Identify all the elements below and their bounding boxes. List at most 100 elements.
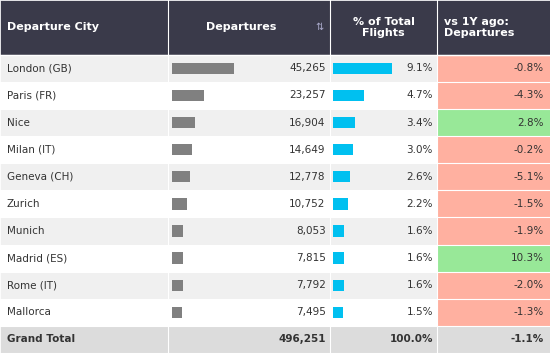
- Text: ⇅: ⇅: [315, 22, 323, 32]
- Bar: [168, 217, 330, 245]
- Text: 1.5%: 1.5%: [406, 307, 433, 317]
- Bar: [333, 225, 344, 237]
- Text: 3.4%: 3.4%: [406, 118, 433, 127]
- Bar: [330, 82, 437, 109]
- Text: 8,053: 8,053: [296, 226, 326, 236]
- Bar: [172, 117, 195, 128]
- Bar: [437, 82, 550, 109]
- Text: Mallorca: Mallorca: [7, 307, 51, 317]
- Text: Grand Total: Grand Total: [7, 334, 75, 345]
- Bar: [437, 190, 550, 217]
- Bar: [0, 0, 168, 55]
- Text: -5.1%: -5.1%: [513, 172, 543, 182]
- Bar: [168, 82, 330, 109]
- Text: Departures: Departures: [206, 22, 276, 32]
- Bar: [172, 280, 183, 291]
- Bar: [168, 109, 330, 136]
- Text: 100.0%: 100.0%: [389, 334, 433, 345]
- Text: 3.0%: 3.0%: [406, 145, 433, 155]
- Bar: [0, 299, 168, 326]
- Text: 45,265: 45,265: [289, 63, 326, 73]
- Text: 2.2%: 2.2%: [406, 199, 433, 209]
- Bar: [333, 144, 353, 155]
- Bar: [437, 109, 550, 136]
- Bar: [172, 225, 183, 237]
- Text: 496,251: 496,251: [278, 334, 326, 345]
- Text: vs 1Y ago:
Departures: vs 1Y ago: Departures: [444, 17, 514, 38]
- Text: 14,649: 14,649: [289, 145, 326, 155]
- Text: Zurich: Zurich: [7, 199, 40, 209]
- Bar: [333, 198, 348, 210]
- Bar: [172, 252, 183, 264]
- Bar: [168, 245, 330, 272]
- Bar: [437, 0, 550, 55]
- Bar: [0, 272, 168, 299]
- Bar: [330, 0, 437, 55]
- Text: -1.3%: -1.3%: [513, 307, 543, 317]
- Text: 1.6%: 1.6%: [406, 253, 433, 263]
- Bar: [330, 245, 437, 272]
- Text: 4.7%: 4.7%: [406, 90, 433, 100]
- Bar: [0, 190, 168, 217]
- Text: -1.9%: -1.9%: [513, 226, 543, 236]
- Text: 23,257: 23,257: [289, 90, 326, 100]
- Bar: [0, 109, 168, 136]
- Bar: [330, 326, 437, 353]
- Bar: [172, 144, 192, 155]
- Text: -1.5%: -1.5%: [513, 199, 543, 209]
- Bar: [330, 136, 437, 163]
- Bar: [330, 272, 437, 299]
- Bar: [0, 326, 168, 353]
- Bar: [172, 307, 183, 318]
- Bar: [333, 90, 364, 101]
- Bar: [330, 109, 437, 136]
- Text: Nice: Nice: [7, 118, 30, 127]
- Bar: [172, 62, 234, 74]
- Bar: [333, 252, 344, 264]
- Text: 9.1%: 9.1%: [406, 63, 433, 73]
- Bar: [0, 163, 168, 190]
- Bar: [437, 299, 550, 326]
- Bar: [437, 136, 550, 163]
- Text: Milan (IT): Milan (IT): [7, 145, 55, 155]
- Bar: [168, 163, 330, 190]
- Text: Rome (IT): Rome (IT): [7, 280, 57, 290]
- Bar: [172, 171, 190, 183]
- Text: Paris (FR): Paris (FR): [7, 90, 56, 100]
- Text: London (GB): London (GB): [7, 63, 72, 73]
- Bar: [330, 217, 437, 245]
- Bar: [330, 163, 437, 190]
- Bar: [0, 136, 168, 163]
- Bar: [168, 136, 330, 163]
- Bar: [330, 55, 437, 82]
- Text: -4.3%: -4.3%: [513, 90, 543, 100]
- Text: 16,904: 16,904: [289, 118, 326, 127]
- Text: Geneva (CH): Geneva (CH): [7, 172, 73, 182]
- Bar: [172, 90, 204, 101]
- Bar: [168, 326, 330, 353]
- Bar: [330, 299, 437, 326]
- Bar: [330, 190, 437, 217]
- Bar: [333, 171, 350, 183]
- Bar: [437, 245, 550, 272]
- Text: 2.6%: 2.6%: [406, 172, 433, 182]
- Text: 12,778: 12,778: [289, 172, 326, 182]
- Bar: [333, 280, 344, 291]
- Bar: [0, 82, 168, 109]
- Bar: [168, 272, 330, 299]
- Text: Departure City: Departure City: [7, 22, 98, 32]
- Text: 1.6%: 1.6%: [406, 226, 433, 236]
- Bar: [437, 217, 550, 245]
- Bar: [168, 0, 330, 55]
- Bar: [437, 272, 550, 299]
- Text: 7,815: 7,815: [296, 253, 326, 263]
- Text: -1.1%: -1.1%: [510, 334, 543, 345]
- Bar: [333, 307, 343, 318]
- Text: -0.2%: -0.2%: [513, 145, 543, 155]
- Text: 1.6%: 1.6%: [406, 280, 433, 290]
- Bar: [168, 190, 330, 217]
- Text: 10.3%: 10.3%: [510, 253, 543, 263]
- Bar: [0, 55, 168, 82]
- Text: -2.0%: -2.0%: [513, 280, 543, 290]
- Bar: [0, 245, 168, 272]
